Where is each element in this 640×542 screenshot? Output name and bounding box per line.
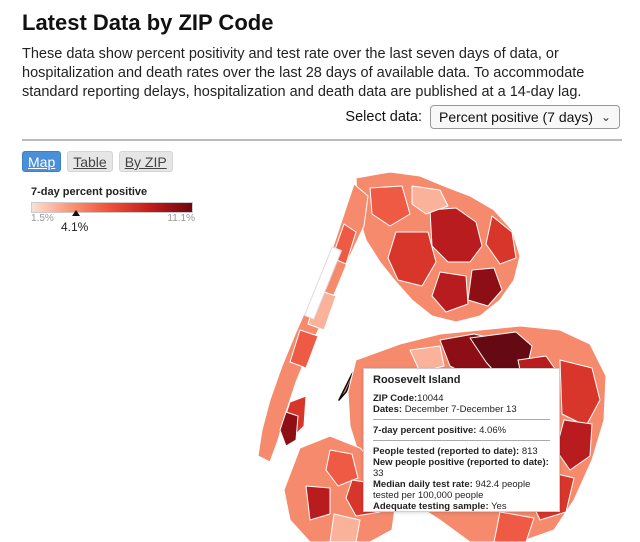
legend-title: 7-day percent positive [31,186,148,198]
tooltip-new-positive: New people positive (reported to date): … [373,457,549,479]
data-select-value: Percent positive (7 days) [439,109,594,125]
chevron-down-icon: ⌄ [600,110,611,124]
data-selector-row: Select data: Percent positive (7 days) ⌄ [345,105,620,129]
select-data-label: Select data: [345,109,422,125]
tooltip-divider [373,440,550,441]
map-region [305,485,331,521]
map-region [409,345,445,373]
map-region [429,207,483,263]
map-region [467,267,503,307]
data-select-dropdown[interactable]: Percent positive (7 days) ⌄ [430,105,620,129]
legend-min-label: 1.5% [31,213,54,224]
map-park [304,246,342,320]
map-region [329,513,361,542]
map-region [493,511,535,542]
tooltip-adequate: Adequate testing sample: Yes [373,501,507,512]
tooltip-title: Roosevelt Island [373,374,461,386]
map-region [369,185,411,227]
view-tabs: Map Table By ZIP [22,151,173,172]
section-divider [22,139,622,141]
tab-map[interactable]: Map [22,151,62,172]
map-region [431,271,469,313]
tooltip-divider [373,419,550,420]
map-region [325,449,359,487]
tooltip-tested: People tested (reported to date): 813 [373,446,538,457]
legend-marker-icon [72,210,80,216]
map-region [387,231,437,287]
tab-by-zip[interactable]: By ZIP [118,151,173,172]
map-legend: 7-day percent positive 1.5% 11.1% 4.1% [31,186,195,234]
page-title: Latest Data by ZIP Code [22,10,274,35]
map-region [289,329,319,369]
tooltip-dates: Dates: December 7-December 13 [373,404,517,415]
legend-max-label: 11.1% [167,213,195,224]
tooltip-zip: ZIP Code:10044 [373,393,444,404]
page-description: These data show percent positivity and t… [22,46,585,100]
tab-table[interactable]: Table [67,151,113,172]
map-region [559,359,601,427]
map-region [485,215,517,265]
map-region [279,411,299,447]
tooltip-positive: 7-day percent positive: 4.06% [373,425,507,436]
legend-marker-value: 4.1% [61,220,89,234]
map-tooltip: Roosevelt Island ZIP Code:10044 Dates: D… [363,368,560,512]
legend-color-scale [31,202,193,213]
map-region [411,185,449,215]
tooltip-test-rate: Median daily test rate: 942.4 people tes… [373,479,531,501]
